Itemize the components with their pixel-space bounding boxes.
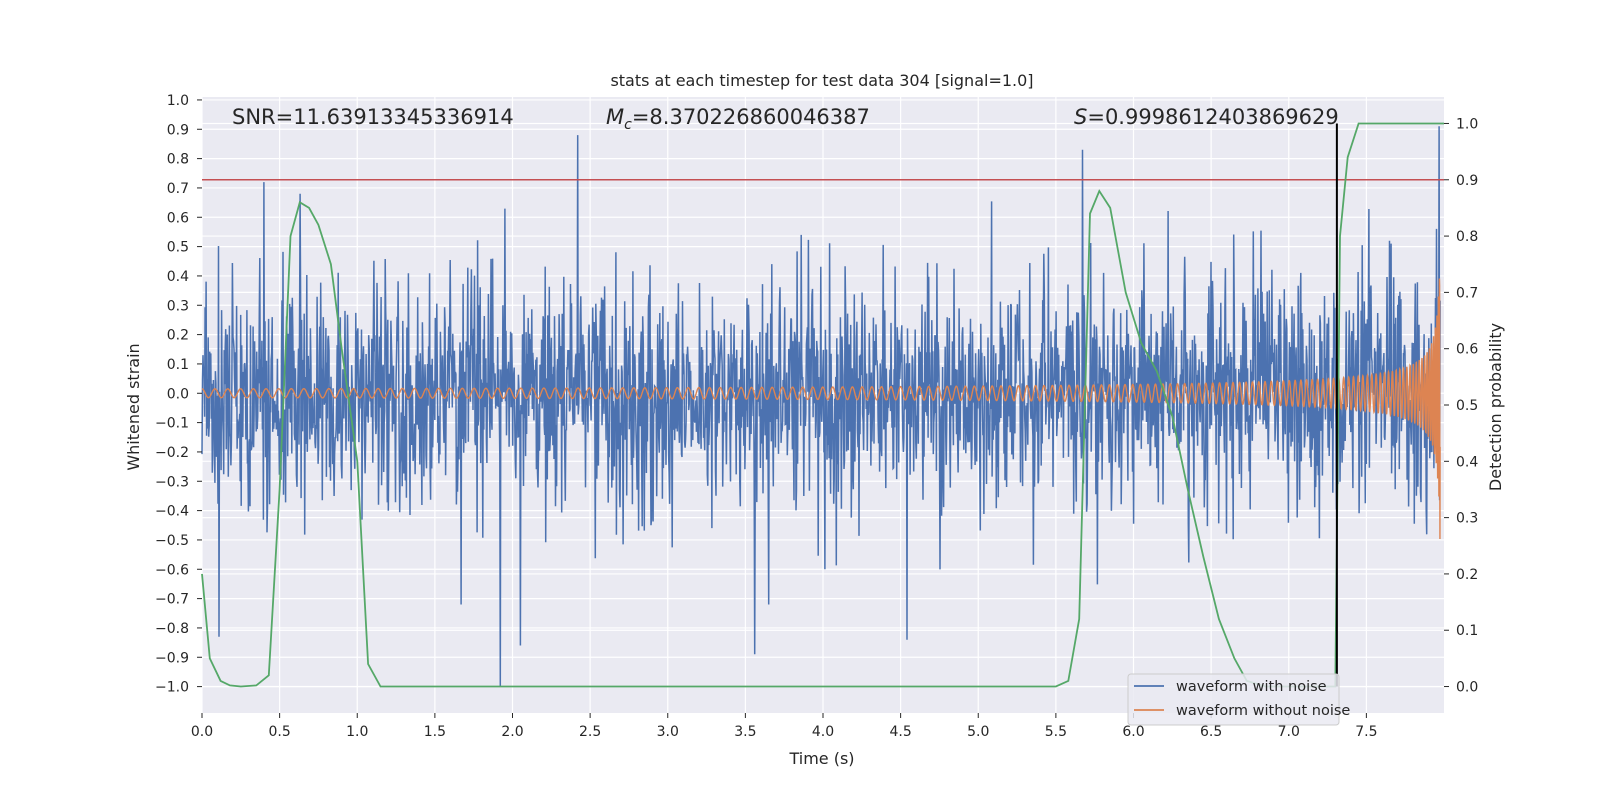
y-left-tick-label: −0.2: [155, 445, 189, 461]
x-tick-label: 6.5: [1200, 724, 1222, 740]
series-waveform-with-noise: [201, 126, 1441, 687]
score-value: =0.9998612403869629: [1087, 105, 1338, 129]
y-left-tick-label: 0.3: [167, 298, 189, 314]
series-waveform-without-noise: [201, 278, 1441, 539]
x-tick-label: 4.0: [812, 724, 834, 740]
y-left-tick-label: −0.4: [155, 504, 189, 520]
y-left-tick-label: −0.8: [155, 621, 189, 637]
y-left-tick-label: 0.7: [167, 181, 189, 197]
x-tick-label: 0.0: [191, 724, 213, 740]
y-axis-label-left: Whitened strain: [124, 343, 143, 470]
y-right-tick-label: 0.7: [1456, 285, 1478, 301]
x-tick-label: 3.5: [734, 724, 756, 740]
y-left-tick-label: −0.6: [155, 562, 189, 578]
y-right-tick-label: 0.6: [1456, 342, 1478, 358]
y-left-tick-label: −0.1: [155, 416, 189, 432]
score-symbol: S: [1074, 105, 1087, 129]
chart-title: stats at each timestep for test data 304…: [610, 71, 1033, 90]
y-left-tick-label: 0.1: [167, 357, 189, 373]
x-tick-label: 7.5: [1355, 724, 1377, 740]
legend-label-waveform-with-noise: waveform with noise: [1176, 679, 1327, 695]
x-tick-label: 0.5: [268, 724, 290, 740]
y-left-tick-label: 0.4: [167, 269, 189, 285]
annotations: SNR=11.63913345336914 Mc=8.3702268600463…: [232, 105, 1339, 133]
y-left-tick-label: 0.8: [167, 152, 189, 168]
y-right-tick-label: 0.2: [1456, 567, 1478, 583]
y-left-tick-label: 0.2: [167, 328, 189, 344]
x-tick-label: 2.5: [579, 724, 601, 740]
legend-label-waveform-without-noise: waveform without noise: [1176, 703, 1350, 719]
x-tick-label: 1.5: [424, 724, 446, 740]
y-right-tick-label: 0.1: [1456, 623, 1478, 639]
y-left-tick-label: −1.0: [155, 680, 189, 696]
y-right-tick-label: 0.5: [1456, 398, 1478, 414]
y-left-tick-label: 1.0: [167, 93, 189, 109]
y-right-tick-label: 0.0: [1456, 680, 1478, 696]
y-left-tick-label: 0.6: [167, 210, 189, 226]
y-left-tick-label: −0.3: [155, 474, 189, 490]
y-axis-label-right: Detection probability: [1486, 323, 1505, 491]
y-left-tick-label: 0.9: [167, 122, 189, 138]
y-left-tick-label: −0.5: [155, 533, 189, 549]
chirp-mass-annotation: Mc=8.370226860046387: [606, 105, 870, 133]
y-right-tick-label: 0.4: [1456, 454, 1478, 470]
chirp-mass-value: =8.370226860046387: [632, 105, 870, 129]
y-left-tick-label: −0.9: [155, 650, 189, 666]
y-right-tick-label: 0.9: [1456, 173, 1478, 189]
legend: waveform with noise waveform without noi…: [1127, 673, 1350, 726]
x-tick-label: 2.0: [501, 724, 523, 740]
snr-annotation: SNR=11.63913345336914: [232, 105, 514, 129]
x-tick-label: 3.0: [657, 724, 679, 740]
chirp-mass-subscript: c: [624, 117, 632, 133]
score-annotation: S=0.9998612403869629: [1074, 105, 1339, 129]
legend-box: [1127, 673, 1340, 726]
x-tick-label: 5.0: [967, 724, 989, 740]
y-right-tick-label: 0.3: [1456, 511, 1478, 527]
y-right-tick-label: 1.0: [1456, 116, 1478, 132]
x-tick-label: 5.5: [1045, 724, 1067, 740]
chirp-mass-symbol: M: [606, 105, 624, 129]
x-tick-label: 7.0: [1278, 724, 1300, 740]
series-layer: [201, 122, 1444, 688]
x-tick-label: 4.5: [889, 724, 911, 740]
y-left-tick-label: 0.5: [167, 240, 189, 256]
x-tick-label: 1.0: [346, 724, 368, 740]
y-left-tick-label: 0.0: [167, 386, 189, 402]
axes: 0.0 0.5 1.0 1.5 2.0 2.5 3.0 3.5 4.0 4.5 5.0 5.5 6.0 6…: [155, 93, 1478, 740]
x-tick-label: 6.0: [1122, 724, 1144, 740]
x-axis-label: Time (s): [788, 749, 854, 768]
y-left-tick-label: −0.7: [155, 592, 189, 608]
y-right-tick-label: 0.8: [1456, 229, 1478, 245]
